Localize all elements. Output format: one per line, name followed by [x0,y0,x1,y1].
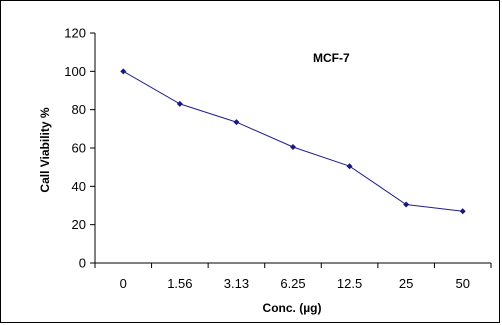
data-point [346,163,353,170]
data-point [120,68,127,75]
y-tick-label: 120 [64,26,86,41]
x-axis-title: Conc. (µg) [263,301,322,315]
data-point [233,119,240,126]
y-tick-label: 0 [79,256,86,271]
x-tick-label: 6.25 [280,276,305,291]
y-axis-title: Call Viability % [38,107,52,192]
data-point [403,201,410,208]
x-tick-label: 1.56 [167,276,192,291]
y-tick-label: 20 [72,217,86,232]
data-point [176,100,183,107]
x-tick-label: 3.13 [224,276,249,291]
series-annotation: MCF-7 [313,51,350,65]
y-tick-label: 40 [72,179,86,194]
y-tick-label: 60 [72,141,86,156]
x-tick-label: 25 [399,276,413,291]
x-tick-label: 12.5 [337,276,362,291]
series [120,68,466,215]
y-tick-label: 100 [64,64,86,79]
y-tick-label: 80 [72,102,86,117]
x-tick-label: 50 [455,276,469,291]
series-line [123,70,463,212]
x-tick-label: 0 [120,276,127,291]
ticks: 0 20 40 60 80 100 120 0 1.56 3.13 6.25 12.5 25 50 [64,26,492,291]
data-point [459,208,466,215]
data-point [290,144,296,151]
